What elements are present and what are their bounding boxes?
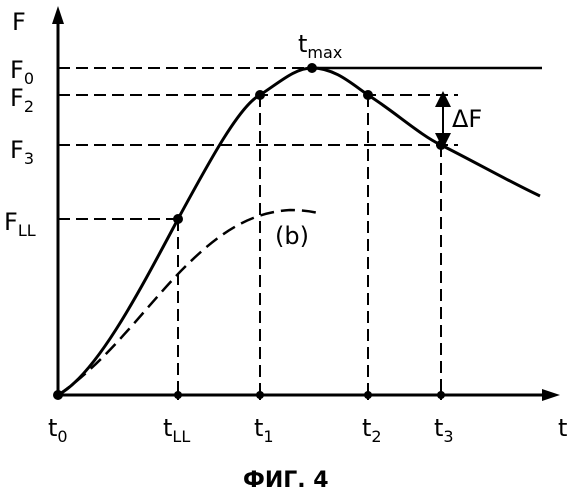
x-axis-arrow — [542, 389, 560, 401]
y-axis-label: F — [12, 8, 26, 36]
axis-point-t3 — [437, 391, 445, 399]
point-t2 — [363, 90, 373, 100]
axis-point-t2 — [364, 391, 372, 399]
label-curve-b: (b) — [275, 222, 309, 250]
axis-point-tLL — [174, 391, 182, 399]
label-tmax: tmax — [298, 30, 342, 62]
label-F3: F3 — [10, 136, 34, 168]
figure-caption: ФИГ. 4 — [243, 468, 329, 493]
point-t3 — [436, 140, 446, 150]
vertical-reference-lines — [178, 95, 441, 395]
point-tLL — [173, 214, 183, 224]
label-t2: t2 — [362, 414, 382, 446]
point-t1 — [255, 90, 265, 100]
point-t0 — [53, 390, 63, 400]
label-F2: F2 — [10, 84, 34, 116]
label-t1: t1 — [254, 414, 274, 446]
point-tmax — [307, 63, 317, 73]
x-axis-label: t — [558, 414, 567, 442]
label-t3: t3 — [434, 414, 454, 446]
label-FLL: FLL — [4, 208, 36, 240]
axis-point-t1 — [256, 391, 264, 399]
label-tLL: tLL — [163, 414, 190, 446]
y-axis-arrow — [52, 6, 64, 24]
label-t0: t0 — [48, 414, 68, 446]
label-delta-f: ΔF — [452, 105, 482, 133]
